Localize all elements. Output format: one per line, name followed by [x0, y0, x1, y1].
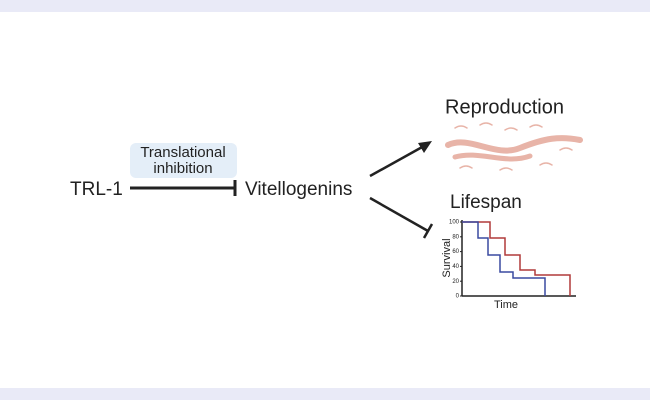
edge-label: inhibition [153, 160, 212, 177]
outcome-label: Reproduction [445, 96, 564, 118]
inhibit-bar [422, 223, 434, 239]
outcome-label: Lifespan [450, 192, 522, 213]
arrow-head [418, 141, 432, 153]
y-tick-label: 0 [456, 294, 460, 300]
worm-illustration [445, 122, 583, 171]
edge-label: Translational [140, 144, 225, 161]
top-band [0, 0, 650, 12]
curve-red [462, 221, 571, 296]
target-label: Vitellogenins [245, 179, 352, 200]
inhibit-line [369, 196, 429, 233]
source-label: TRL-1 [70, 179, 123, 200]
curve-blue [462, 221, 546, 296]
arrow-line [369, 144, 425, 178]
y-tick-label: 40 [452, 264, 459, 270]
y-axis-label: Survival [441, 238, 453, 277]
y-tick-label: 20 [452, 279, 459, 285]
x-axis-label: Time [494, 299, 518, 311]
y-tick-label: 100 [449, 220, 460, 226]
y-tick-label: 80 [452, 234, 459, 240]
survival-plot: Survival Time 0 20 40 60 80 100 [441, 220, 576, 311]
y-tick-label: 60 [452, 249, 459, 255]
edge-label-box [130, 143, 237, 178]
bottom-band [0, 388, 650, 400]
